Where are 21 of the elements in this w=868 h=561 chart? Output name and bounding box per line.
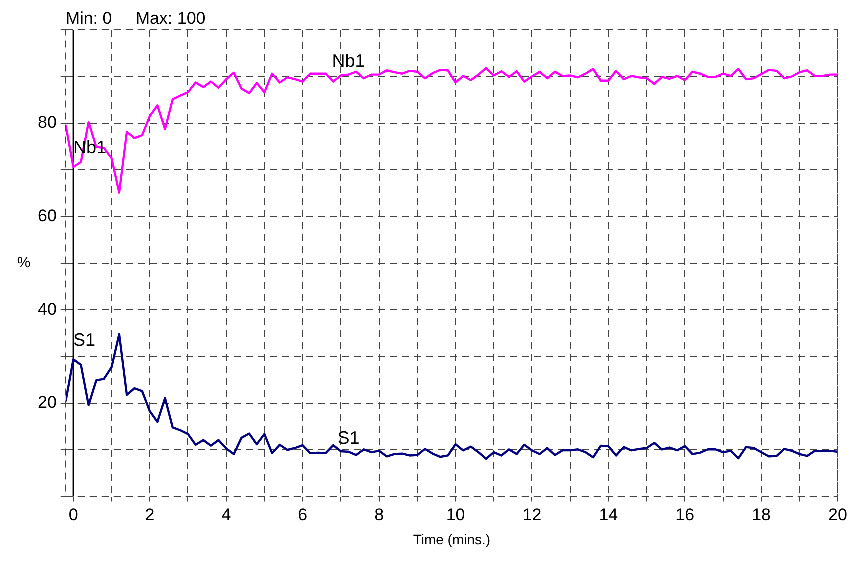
x-tick-label: 8 [374, 506, 384, 525]
y-tick-label: 60 [38, 206, 57, 226]
y-tick-label: 40 [38, 300, 57, 319]
x-tick-label: 10 [446, 506, 466, 525]
x-tick-label: 2 [145, 506, 155, 525]
x-tick-label: 14 [599, 506, 618, 525]
annotation: Nb1 [332, 50, 366, 71]
x-axis-title: Time (mins.) [413, 531, 491, 548]
y-tick-label: 20 [38, 393, 57, 412]
x-tick-label: 16 [676, 506, 695, 525]
annotation: S1 [338, 428, 360, 448]
x-tick-label: 6 [298, 506, 308, 525]
x-tick-label: 18 [752, 506, 772, 525]
chart-title: Min: 0 Max: 100 [66, 9, 206, 28]
x-tick-label: 12 [522, 506, 542, 525]
x-tick-label: 0 [68, 506, 78, 525]
x-tick-label: 20 [828, 506, 848, 525]
y-axis-title: % [17, 254, 31, 272]
x-tick-label: 4 [222, 506, 232, 525]
series-label: S1 [74, 330, 96, 350]
y-tick-label: 80 [38, 113, 57, 132]
